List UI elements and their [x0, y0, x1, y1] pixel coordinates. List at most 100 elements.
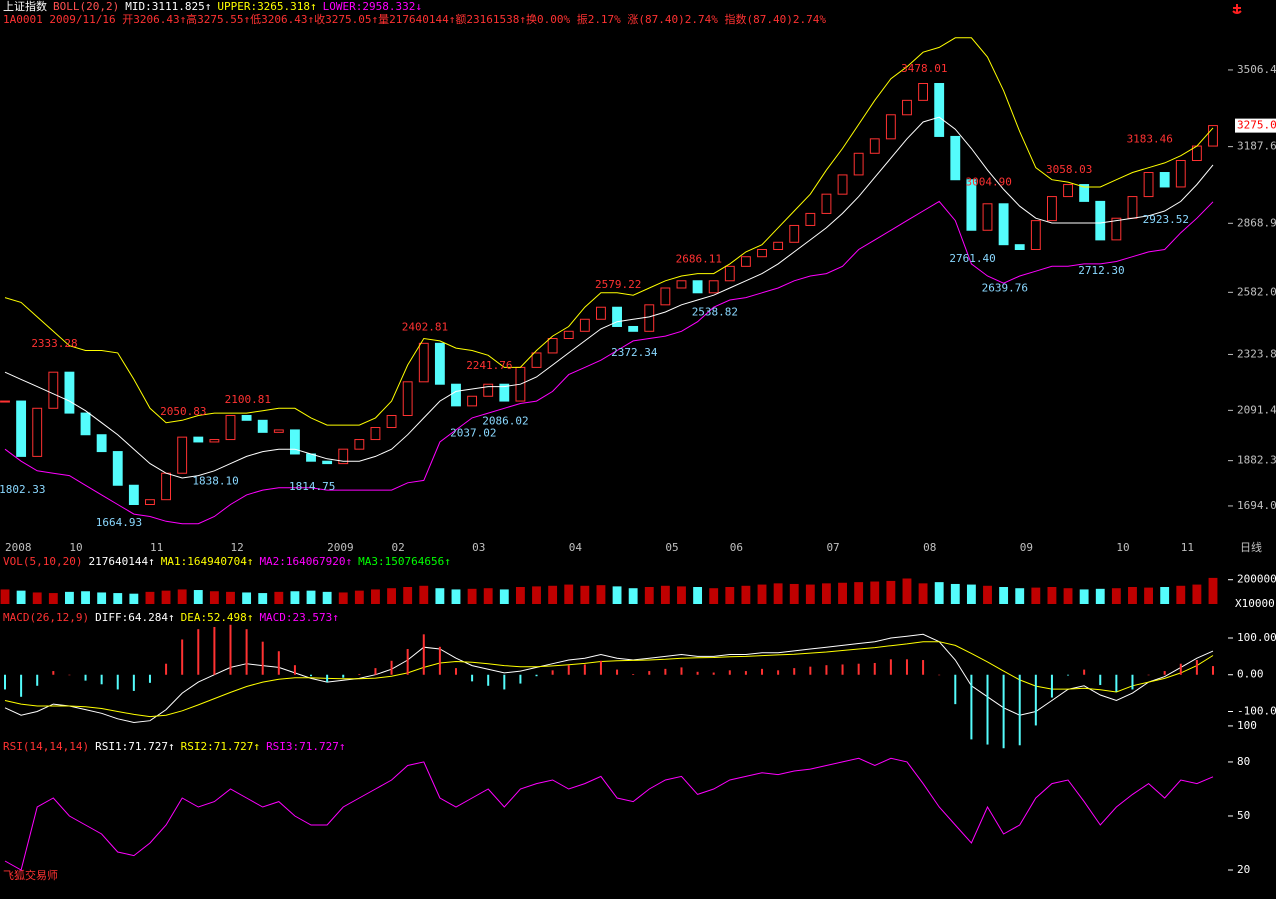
volume-bar — [934, 582, 944, 604]
volume-bar — [677, 586, 686, 604]
legend-entry: MACD:23.573↑ — [259, 611, 338, 624]
volume-bar — [983, 585, 992, 604]
volume-bar — [338, 592, 348, 604]
period-label: 日线 — [1240, 540, 1262, 554]
volume-bar — [1111, 588, 1121, 604]
histogram-bar — [954, 674, 957, 705]
histogram-bar — [616, 669, 619, 675]
histogram-bar — [1195, 660, 1198, 675]
candle — [805, 212, 816, 226]
volume-bar — [371, 589, 380, 604]
volume-bar — [693, 587, 703, 604]
candle — [821, 193, 832, 214]
volume-bar — [902, 578, 912, 604]
candle — [837, 174, 848, 195]
price-annotation: 2372.34 — [611, 346, 658, 359]
histogram-bar — [1147, 674, 1150, 676]
candle — [950, 135, 961, 181]
volume-bar — [1079, 589, 1089, 604]
volume-bar — [950, 583, 960, 604]
histogram-bar — [390, 660, 393, 675]
volume-bar — [1015, 588, 1025, 604]
legend-entry: BOLL(20,2) — [53, 0, 119, 13]
volume-bar — [467, 588, 477, 604]
volume-bar — [725, 587, 735, 604]
price-annotation: 2333.28 — [31, 337, 77, 350]
volume-bar — [226, 591, 235, 604]
candle — [1175, 159, 1186, 188]
candle — [885, 114, 896, 140]
x-tick-label: 04 — [569, 541, 583, 554]
legend-entry: MID:3111.825↑ — [125, 0, 211, 13]
histogram-bar — [599, 660, 602, 675]
volume-bar — [660, 585, 670, 604]
legend-entry: 上证指数 — [3, 0, 47, 13]
volume-bar — [193, 590, 203, 604]
volume-bar — [805, 584, 815, 604]
histogram-bar — [4, 674, 6, 690]
volume-bar — [419, 585, 429, 604]
histogram-bar — [648, 671, 651, 675]
candle — [499, 383, 510, 402]
volume-bar — [596, 585, 606, 604]
histogram-bar — [326, 674, 329, 683]
volume-bar — [483, 588, 493, 604]
legend-entry: UPPER:3265.318↑ — [217, 0, 316, 13]
histogram-bar — [132, 674, 135, 691]
candle — [483, 383, 494, 397]
y-tick-label: 50 — [1237, 809, 1250, 822]
price-annotation: 2086.02 — [482, 415, 528, 428]
volume-bar — [999, 587, 1009, 604]
candle — [869, 138, 880, 154]
y-tick-label: 200000 — [1237, 573, 1276, 586]
x-tick-label: 02 — [392, 541, 405, 554]
candle — [998, 203, 1009, 246]
candle — [934, 83, 945, 137]
candle — [1111, 217, 1122, 241]
volume-bar — [1031, 587, 1041, 604]
candle — [451, 383, 461, 407]
volume-bar — [499, 589, 509, 604]
last-price-label: 3275.0 — [1237, 119, 1276, 132]
histogram-bar — [744, 671, 747, 675]
x-tick-label: 10 — [1116, 541, 1129, 554]
x-tick-label: 10 — [69, 541, 82, 554]
price-annotation: 2761.40 — [949, 252, 995, 265]
candle — [193, 436, 204, 443]
histogram-bar — [229, 624, 232, 675]
histogram-bar — [535, 674, 538, 677]
volume-bar — [854, 582, 864, 604]
x-tick-label: 06 — [730, 541, 743, 554]
volume-bar — [354, 590, 364, 604]
x-tick-label: 08 — [923, 541, 936, 554]
volume-bar — [1128, 587, 1137, 604]
volume-bar — [741, 585, 751, 604]
volume-bar — [0, 589, 10, 604]
volume-bar — [580, 585, 590, 604]
candle — [1047, 196, 1057, 222]
candle — [547, 338, 558, 354]
volume-bar — [81, 591, 90, 604]
price-annotation: 2712.30 — [1078, 264, 1124, 277]
candle — [32, 407, 43, 457]
candle — [708, 280, 719, 294]
y-tick-label: 2868.9 — [1237, 216, 1276, 229]
price-annotation: 2241.76 — [466, 359, 512, 372]
volume-bar — [789, 583, 799, 604]
histogram-bar — [358, 674, 361, 675]
volume-bar — [97, 592, 107, 604]
y-tick-label: 1694.0 — [1237, 499, 1276, 512]
histogram-bar — [1115, 674, 1118, 692]
candle — [918, 83, 929, 101]
price-annotation: 2579.22 — [595, 278, 641, 291]
volume-bar — [322, 591, 332, 604]
price-annotation: 2100.81 — [225, 393, 271, 406]
y-tick-label: 100 — [1237, 719, 1257, 732]
volume-bar — [870, 581, 880, 604]
candle — [402, 381, 413, 416]
legend-entry: RSI1:71.727↑ — [95, 740, 174, 753]
histogram-bar — [197, 629, 200, 675]
candle — [563, 330, 574, 340]
